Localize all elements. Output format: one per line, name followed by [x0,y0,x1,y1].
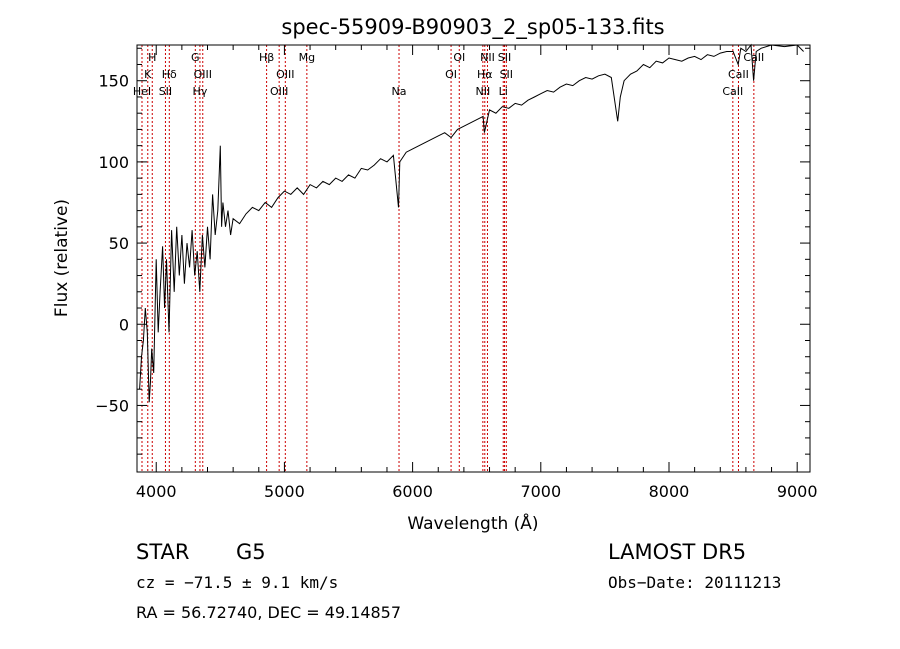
line-label: CaII [728,68,749,81]
line-label: OI [445,68,457,81]
line-label: Mg [299,51,315,64]
line-label: Hα [477,68,493,81]
emission-line-labels: HeIKHSIIHδGHγOIIIHβOIIIOIIIMgNaOIOINIIHα… [133,51,764,98]
line-label: SII [500,68,513,81]
x-tick-label: 5000 [264,482,305,501]
line-label: OIII [194,68,212,81]
plot-frame [136,44,811,473]
y-tick-label: 150 [98,72,129,91]
y-axis-label: Flux (relative) [52,199,72,317]
line-label: Li [499,85,508,98]
y-tick-label: −50 [95,396,129,415]
x-tick-label: 8000 [649,482,690,501]
line-label: Na [392,85,407,98]
x-tick-label: 9000 [777,482,818,501]
line-label: OIII [276,68,294,81]
line-label: Hγ [193,85,208,98]
line-label: NII [475,85,490,98]
line-label: OI [453,51,465,64]
object-class: STAR [136,540,190,564]
line-label: SII [498,51,511,64]
chart-title: spec-55909-B90903_2_sp05-133.fits [281,15,664,40]
emission-line-markers [141,45,755,472]
line-label: OIII [270,85,288,98]
line-label: K [144,68,152,81]
x-axis-label: Wavelength (Å) [407,512,538,534]
line-label: Hβ [259,51,274,64]
line-label: CaII [743,51,764,64]
spectrum-line [139,43,804,403]
coordinates: RA = 56.72740, DEC = 49.14857 [136,603,402,622]
x-tick-label: 7000 [520,482,561,501]
survey-name: LAMOST DR5 [608,540,747,564]
y-tick-label: 0 [119,315,129,334]
radial-velocity: cz = −71.5 ± 9.1 km/s [136,573,339,592]
line-label: CaII [722,85,743,98]
line-label: NII [480,51,495,64]
observation-date: Obs−Date: 20111213 [608,573,782,592]
x-tick-label: 6000 [392,482,433,501]
y-axis-ticks: −50 0 50 100 150 [95,47,810,455]
line-label: SII [159,85,172,98]
line-label: G [191,51,200,64]
y-tick-label: 50 [109,234,129,253]
line-label: H [148,51,156,64]
line-label: Hδ [162,68,177,81]
y-tick-label: 100 [98,153,129,172]
object-subclass: G5 [236,540,266,564]
x-axis-ticks: 4000 5000 6000 7000 8000 9000 [136,45,818,501]
line-label: HeI [133,85,151,98]
x-tick-label: 4000 [136,482,177,501]
